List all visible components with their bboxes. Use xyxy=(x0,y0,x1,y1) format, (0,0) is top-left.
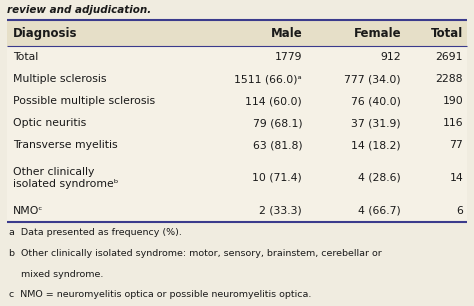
Text: Multiple sclerosis: Multiple sclerosis xyxy=(13,74,106,84)
Text: Total: Total xyxy=(431,27,463,39)
Text: mixed syndrome.: mixed syndrome. xyxy=(9,270,104,278)
Text: 777 (34.0): 777 (34.0) xyxy=(345,74,401,84)
Text: 4 (28.6): 4 (28.6) xyxy=(358,173,401,183)
Text: 79 (68.1): 79 (68.1) xyxy=(253,118,302,128)
Text: Other clinically
isolated syndromeᵇ: Other clinically isolated syndromeᵇ xyxy=(13,167,118,189)
Bar xyxy=(7,20,467,222)
Text: Diagnosis: Diagnosis xyxy=(13,27,77,39)
Text: 63 (81.8): 63 (81.8) xyxy=(253,140,302,150)
Text: 14 (18.2): 14 (18.2) xyxy=(351,140,401,150)
Text: c  NMO = neuromyelitis optica or possible neuromyelitis optica.: c NMO = neuromyelitis optica or possible… xyxy=(9,290,312,299)
Text: Female: Female xyxy=(354,27,401,39)
Text: 190: 190 xyxy=(442,96,463,106)
Text: 912: 912 xyxy=(381,52,401,62)
Text: review and adjudication.: review and adjudication. xyxy=(7,5,151,15)
Text: Possible multiple sclerosis: Possible multiple sclerosis xyxy=(13,96,155,106)
Text: 2288: 2288 xyxy=(436,74,463,84)
Text: 77: 77 xyxy=(449,140,463,150)
Text: 76 (40.0): 76 (40.0) xyxy=(351,96,401,106)
Text: Transverse myelitis: Transverse myelitis xyxy=(13,140,118,150)
Text: 10 (71.4): 10 (71.4) xyxy=(253,173,302,183)
Text: 14: 14 xyxy=(449,173,463,183)
Text: Total: Total xyxy=(13,52,38,62)
Bar xyxy=(7,20,467,46)
Text: b  Other clinically isolated syndrome: motor, sensory, brainstem, cerebellar or: b Other clinically isolated syndrome: mo… xyxy=(9,249,382,258)
Text: NMOᶜ: NMOᶜ xyxy=(13,206,43,216)
Text: 2691: 2691 xyxy=(436,52,463,62)
Text: 2 (33.3): 2 (33.3) xyxy=(259,206,302,216)
Text: 114 (60.0): 114 (60.0) xyxy=(246,96,302,106)
Text: 1511 (66.0)ᵃ: 1511 (66.0)ᵃ xyxy=(235,74,302,84)
Text: a  Data presented as frequency (%).: a Data presented as frequency (%). xyxy=(9,228,182,237)
Text: 37 (31.9): 37 (31.9) xyxy=(351,118,401,128)
Text: 1779: 1779 xyxy=(274,52,302,62)
Text: 116: 116 xyxy=(442,118,463,128)
Text: 6: 6 xyxy=(456,206,463,216)
Text: 4 (66.7): 4 (66.7) xyxy=(358,206,401,216)
Text: Optic neuritis: Optic neuritis xyxy=(13,118,86,128)
Text: Male: Male xyxy=(271,27,302,39)
